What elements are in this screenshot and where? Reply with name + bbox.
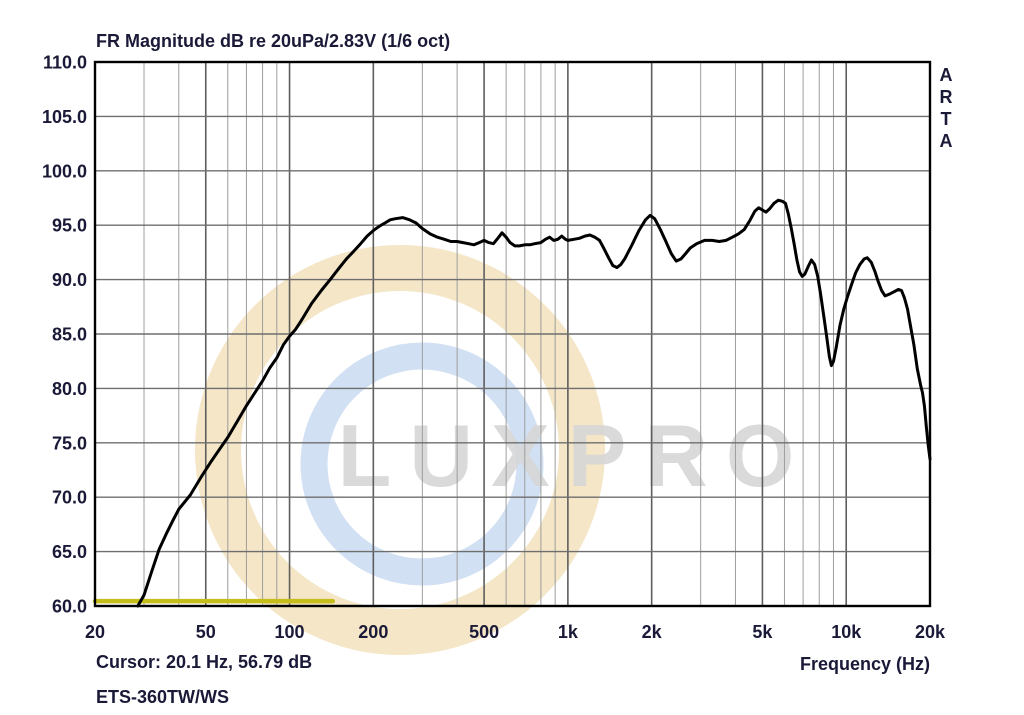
x-tick-label: 200 bbox=[358, 622, 388, 642]
chart-title: FR Magnitude dB re 20uPa/2.83V (1/6 oct) bbox=[96, 31, 451, 51]
x-tick-label: 100 bbox=[275, 622, 305, 642]
x-tick-label: 50 bbox=[196, 622, 216, 642]
y-tick-label: 60.0 bbox=[52, 597, 87, 617]
x-axis-title: Frequency (Hz) bbox=[799, 654, 930, 674]
arta-letter: A bbox=[939, 65, 953, 85]
y-tick-label: 110.0 bbox=[43, 53, 87, 73]
y-tick-label: 105.0 bbox=[42, 107, 87, 127]
frequency-response-curve bbox=[136, 198, 932, 608]
cursor-readout: Cursor: 20.1 Hz, 56.79 dB bbox=[96, 652, 313, 672]
y-tick-label: 90.0 bbox=[52, 270, 87, 290]
y-tick-label: 100.0 bbox=[42, 161, 87, 181]
x-tick-label: 1k bbox=[558, 622, 579, 642]
plot-border bbox=[93, 60, 932, 608]
y-tick-label: 75.0 bbox=[52, 433, 87, 453]
watermark-text: LUXPRO bbox=[338, 406, 813, 505]
y-tick-label: 85.0 bbox=[52, 325, 87, 345]
x-tick-label: 2k bbox=[642, 622, 663, 642]
device-label: ETS-360TW/WS bbox=[96, 687, 230, 707]
x-tick-label: 500 bbox=[469, 622, 499, 642]
arta-letter: R bbox=[939, 87, 953, 107]
y-tick-label: 80.0 bbox=[52, 379, 87, 399]
y-tick-label: 95.0 bbox=[52, 216, 87, 236]
arta-letter: T bbox=[940, 109, 952, 129]
x-tick-label: 20 bbox=[85, 622, 105, 642]
arta-letter: A bbox=[939, 131, 953, 151]
x-tick-label: 5k bbox=[752, 622, 773, 642]
y-tick-label: 70.0 bbox=[52, 488, 87, 508]
y-tick-label: 65.0 bbox=[52, 542, 87, 562]
x-tick-label: 10k bbox=[831, 622, 862, 642]
x-tick-label: 20k bbox=[915, 622, 946, 642]
